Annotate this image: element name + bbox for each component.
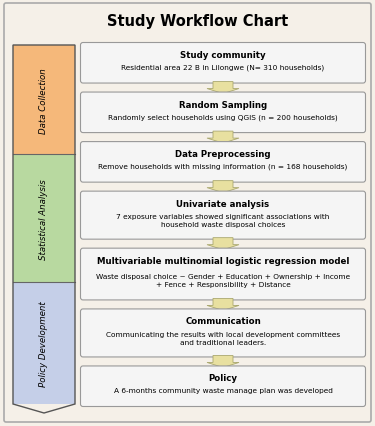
Text: Study community: Study community bbox=[180, 51, 266, 60]
FancyBboxPatch shape bbox=[81, 309, 366, 357]
FancyBboxPatch shape bbox=[81, 43, 366, 84]
FancyBboxPatch shape bbox=[81, 249, 366, 300]
FancyBboxPatch shape bbox=[81, 93, 366, 133]
Polygon shape bbox=[207, 82, 239, 94]
Text: Remove households with missing information (n = 168 households): Remove households with missing informati… bbox=[98, 164, 348, 170]
Text: Data Collection: Data Collection bbox=[39, 68, 48, 133]
Text: Communicating the results with local development committees
and traditional lead: Communicating the results with local dev… bbox=[106, 331, 340, 345]
Text: Waste disposal choice ~ Gender + Education + Ownership + Income
+ Fence + Respon: Waste disposal choice ~ Gender + Educati… bbox=[96, 273, 350, 287]
Text: Policy: Policy bbox=[209, 374, 237, 383]
FancyBboxPatch shape bbox=[81, 366, 366, 406]
FancyBboxPatch shape bbox=[13, 46, 75, 155]
Text: Study Workflow Chart: Study Workflow Chart bbox=[107, 14, 288, 29]
Text: Policy Development: Policy Development bbox=[39, 300, 48, 386]
Text: Statistical Analysis: Statistical Analysis bbox=[39, 178, 48, 259]
Text: Residential area 22 B in Lilongwe (N= 310 households): Residential area 22 B in Lilongwe (N= 31… bbox=[122, 65, 325, 71]
Text: Data Preprocessing: Data Preprocessing bbox=[175, 150, 271, 159]
Text: Multivariable multinomial logistic regression model: Multivariable multinomial logistic regre… bbox=[97, 256, 349, 265]
Polygon shape bbox=[207, 238, 239, 250]
Polygon shape bbox=[207, 181, 239, 193]
Polygon shape bbox=[207, 356, 239, 368]
FancyBboxPatch shape bbox=[13, 155, 75, 282]
Text: Communication: Communication bbox=[185, 317, 261, 325]
FancyBboxPatch shape bbox=[13, 282, 75, 404]
Text: Randomly select households using QGIS (n = 200 households): Randomly select households using QGIS (n… bbox=[108, 114, 338, 121]
FancyBboxPatch shape bbox=[81, 142, 366, 183]
FancyBboxPatch shape bbox=[81, 192, 366, 239]
Text: 7 exposure variables showed significant associations with
household waste dispos: 7 exposure variables showed significant … bbox=[116, 214, 330, 227]
FancyBboxPatch shape bbox=[4, 4, 371, 422]
Text: Random Sampling: Random Sampling bbox=[179, 100, 267, 109]
Text: A 6-months community waste manage plan was developed: A 6-months community waste manage plan w… bbox=[114, 388, 332, 394]
Text: Univariate analysis: Univariate analysis bbox=[176, 199, 270, 208]
Polygon shape bbox=[207, 132, 239, 144]
Polygon shape bbox=[207, 299, 239, 311]
